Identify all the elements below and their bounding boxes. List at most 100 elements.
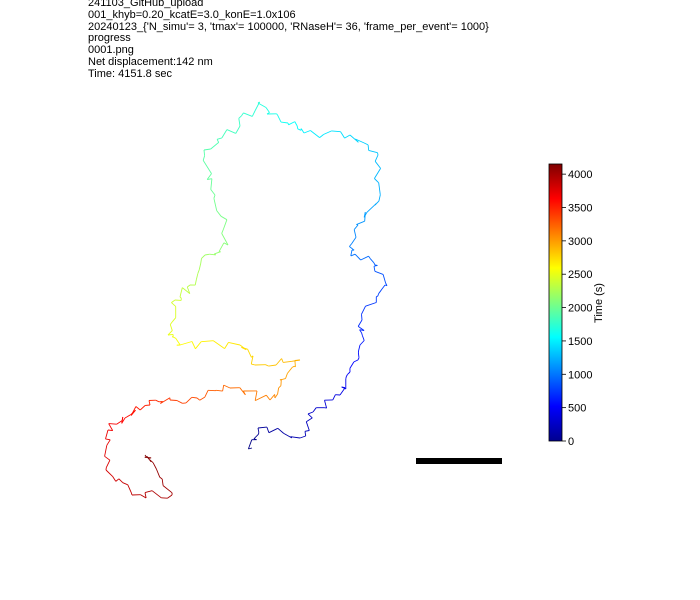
trajectory-path-group (104, 101, 388, 499)
trajectory-segment (186, 286, 191, 294)
trajectory-segment (162, 485, 173, 494)
trajectory-segment (121, 416, 124, 421)
trajectory-segment (276, 113, 278, 116)
header-line-displacement: Net displacement:142 nm (88, 55, 213, 68)
trajectory-segment (378, 182, 381, 195)
trajectory-segment (107, 429, 113, 432)
trajectory-segment (179, 287, 183, 298)
trajectory-segment (210, 189, 216, 196)
trajectory-segment (353, 229, 357, 238)
trajectory-segment (144, 490, 153, 494)
trajectory-segment (197, 269, 200, 274)
trajectory-segment (221, 233, 229, 246)
trajectory-segment (305, 421, 310, 431)
trajectory-segment (378, 194, 381, 202)
trajectory-segment (361, 305, 366, 315)
trajectory-segment (202, 160, 212, 174)
trajectory-segment (220, 215, 228, 221)
colorbar-tick-label: 0 (568, 436, 574, 448)
trajectory-segment (243, 112, 253, 117)
trajectory-segment (108, 423, 114, 431)
trajectory-segment (347, 371, 351, 375)
trajectory-segment (290, 436, 301, 439)
trajectory-segment (216, 210, 222, 217)
trajectory-segment (155, 468, 161, 478)
trajectory-segment (376, 295, 379, 298)
trajectory-segment (307, 413, 313, 419)
trajectory-segment (374, 178, 380, 184)
trajectory-segment (265, 107, 270, 113)
trajectory-segment (201, 254, 206, 259)
trajectory-segment (268, 364, 277, 367)
trajectory-segment (349, 361, 355, 369)
colorbar-tick-label: 3000 (568, 236, 592, 248)
trajectory-segment (235, 125, 241, 134)
trajectory-segment (359, 340, 365, 346)
trajectory-segment (255, 394, 267, 402)
trajectory-segment (357, 357, 360, 361)
trajectory-segment (374, 154, 379, 162)
trajectory-segment (254, 390, 258, 401)
trajectory-segment (127, 484, 132, 494)
header-text-block: 241103_GitHub_upload 001_khyb=0.20_kcatE… (88, 0, 489, 81)
trajectory-segment (179, 296, 182, 299)
trajectory-segment (155, 399, 160, 403)
trajectory-segment (340, 131, 345, 139)
trajectory-segment (369, 258, 375, 264)
trajectory-segment (213, 340, 225, 349)
trajectory-segment (368, 149, 378, 154)
colorbar-tick-label: 4000 (568, 169, 592, 181)
trajectory-segment (248, 447, 253, 450)
trajectory-segment (144, 492, 147, 499)
trajectory-segment (304, 430, 310, 432)
trajectory-segment (216, 389, 223, 392)
colorbar-tick-label: 3500 (568, 202, 592, 214)
header-line-params: 001_khyb=0.20_kcatE=3.0_konE=1.0x106 (88, 8, 296, 21)
trajectory-segment (253, 433, 259, 440)
trajectory-segment (303, 130, 311, 134)
trajectory-segment (213, 198, 218, 211)
trajectory-segment (353, 359, 359, 363)
trajectory-segment (171, 336, 176, 339)
trajectory-segment (339, 387, 346, 396)
trajectory-segment (378, 284, 386, 295)
trajectory-segment (238, 115, 242, 119)
trajectory-segment (367, 144, 370, 151)
trajectory-segment (144, 454, 147, 458)
trajectory-segment (277, 427, 284, 434)
trajectory-segment (345, 376, 347, 379)
header-line-config: 20240123_{'N_simu'= 3, 'tmax'= 100000, '… (88, 20, 489, 33)
trajectory-segment (257, 102, 267, 108)
trajectory-segment (350, 249, 353, 256)
trajectory-segment (269, 394, 276, 401)
trajectory-segment (108, 423, 117, 425)
trajectory-segment (374, 200, 380, 206)
trajectory-segment (345, 374, 348, 377)
trajectory-segment (312, 407, 317, 413)
trajectory-segment (221, 228, 224, 234)
trajectory-segment (277, 387, 280, 395)
trajectory-segment (373, 266, 376, 272)
trajectory-segment (350, 253, 356, 257)
trajectory-segment (191, 396, 198, 399)
header-line-progress: progress (88, 32, 131, 45)
trajectory-segment (198, 263, 202, 271)
trajectory-segment (194, 279, 197, 286)
trajectory-segment (385, 282, 388, 286)
trajectory-segment (377, 293, 379, 296)
trajectory-segment (223, 242, 229, 246)
trajectory-segment (206, 173, 212, 180)
trajectory-segment (355, 138, 365, 144)
trajectory-segment (274, 393, 278, 399)
trajectory-segment (169, 399, 177, 401)
trajectory-segment (351, 237, 357, 244)
trajectory-segment (104, 445, 108, 457)
trajectory-segment (148, 400, 151, 406)
trajectory-segment (280, 121, 289, 124)
trajectory-segment (226, 129, 236, 134)
trajectory-segment (221, 129, 228, 139)
trajectory-segment (169, 321, 173, 325)
trajectory-segment (310, 130, 320, 138)
trajectory-segment (323, 130, 332, 135)
trajectory-segment (204, 253, 210, 256)
